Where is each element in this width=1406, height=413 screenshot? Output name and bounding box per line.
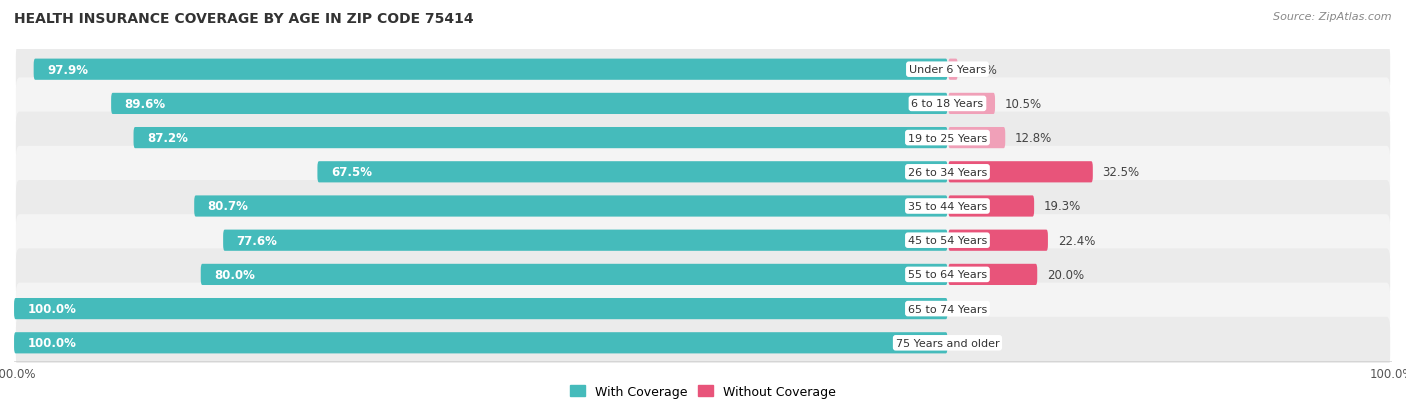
Text: 100.0%: 100.0% <box>27 302 76 316</box>
Text: 19 to 25 Years: 19 to 25 Years <box>908 133 987 143</box>
Text: 55 to 64 Years: 55 to 64 Years <box>908 270 987 280</box>
Text: 87.2%: 87.2% <box>146 132 188 145</box>
Text: 6 to 18 Years: 6 to 18 Years <box>911 99 984 109</box>
Text: HEALTH INSURANCE COVERAGE BY AGE IN ZIP CODE 75414: HEALTH INSURANCE COVERAGE BY AGE IN ZIP … <box>14 12 474 26</box>
FancyBboxPatch shape <box>15 180 1391 233</box>
Text: 80.0%: 80.0% <box>214 268 254 281</box>
Text: 19.3%: 19.3% <box>1043 200 1081 213</box>
FancyBboxPatch shape <box>15 283 1391 335</box>
Text: 0.0%: 0.0% <box>957 302 988 316</box>
FancyBboxPatch shape <box>949 230 1047 251</box>
FancyBboxPatch shape <box>949 94 995 115</box>
Text: 10.5%: 10.5% <box>1005 97 1042 111</box>
Text: 26 to 34 Years: 26 to 34 Years <box>908 167 987 177</box>
FancyBboxPatch shape <box>194 196 948 217</box>
Text: 100.0%: 100.0% <box>27 337 76 349</box>
Text: 45 to 54 Years: 45 to 54 Years <box>908 236 987 246</box>
Text: 77.6%: 77.6% <box>236 234 277 247</box>
Legend: With Coverage, Without Coverage: With Coverage, Without Coverage <box>571 385 835 398</box>
FancyBboxPatch shape <box>949 59 957 81</box>
Text: Under 6 Years: Under 6 Years <box>908 65 986 75</box>
FancyBboxPatch shape <box>134 128 948 149</box>
Text: 0.0%: 0.0% <box>957 337 988 349</box>
FancyBboxPatch shape <box>949 128 1005 149</box>
FancyBboxPatch shape <box>224 230 948 251</box>
Text: 97.9%: 97.9% <box>46 64 89 76</box>
FancyBboxPatch shape <box>949 162 1092 183</box>
Text: 22.4%: 22.4% <box>1057 234 1095 247</box>
FancyBboxPatch shape <box>15 78 1391 130</box>
FancyBboxPatch shape <box>318 162 948 183</box>
FancyBboxPatch shape <box>15 112 1391 164</box>
FancyBboxPatch shape <box>14 332 948 354</box>
FancyBboxPatch shape <box>34 59 948 81</box>
Text: 12.8%: 12.8% <box>1015 132 1052 145</box>
Text: Source: ZipAtlas.com: Source: ZipAtlas.com <box>1274 12 1392 22</box>
FancyBboxPatch shape <box>15 215 1391 266</box>
Text: 75 Years and older: 75 Years and older <box>896 338 1000 348</box>
FancyBboxPatch shape <box>15 317 1391 369</box>
FancyBboxPatch shape <box>201 264 948 285</box>
FancyBboxPatch shape <box>111 94 948 115</box>
FancyBboxPatch shape <box>15 44 1391 96</box>
Text: 67.5%: 67.5% <box>330 166 371 179</box>
Text: 32.5%: 32.5% <box>1102 166 1140 179</box>
FancyBboxPatch shape <box>15 249 1391 301</box>
FancyBboxPatch shape <box>949 264 1038 285</box>
Text: 20.0%: 20.0% <box>1047 268 1084 281</box>
FancyBboxPatch shape <box>14 298 948 319</box>
Text: 2.1%: 2.1% <box>967 64 997 76</box>
Text: 35 to 44 Years: 35 to 44 Years <box>908 202 987 211</box>
FancyBboxPatch shape <box>15 147 1391 198</box>
Text: 89.6%: 89.6% <box>125 97 166 111</box>
FancyBboxPatch shape <box>949 196 1035 217</box>
Text: 65 to 74 Years: 65 to 74 Years <box>908 304 987 314</box>
Text: 80.7%: 80.7% <box>208 200 249 213</box>
